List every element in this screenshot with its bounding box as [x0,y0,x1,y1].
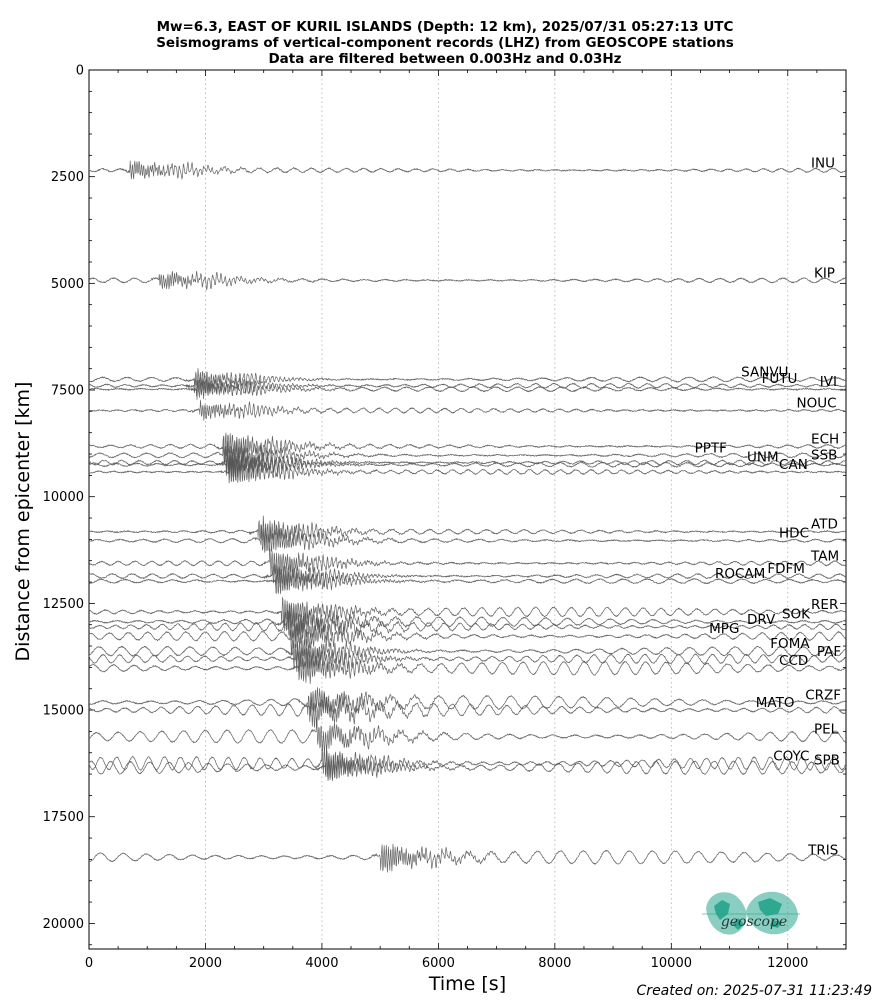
y-tick-label: 15000 [43,704,84,719]
x-tick-label: 6000 [422,956,455,971]
x-tick-label: 8000 [538,956,571,971]
chart-title-line-3: Data are filtered between 0.003Hz and 0.… [268,51,621,67]
trace-ech [88,432,847,462]
chart-title-line-2: Seismograms of vertical-component record… [156,35,734,51]
station-label-rocam: ROCAM [715,566,765,582]
station-label-fdfm: FDFM [767,561,805,577]
trace-rer [88,597,846,628]
station-label-inu: INU [811,155,835,171]
trace-drv [88,610,847,641]
x-tick-label: 12000 [767,956,808,971]
trace-sok [88,605,847,635]
station-label-sanvu: SANVU [741,364,788,380]
trace-paf [88,645,846,673]
trace-ccd [88,655,847,684]
trace-futu [88,376,847,397]
station-label-can: CAN [779,457,808,473]
x-axis-label: Time [s] [428,973,506,995]
trace-tris [88,843,846,873]
trace-spb [88,750,847,782]
trace-nouc [88,399,847,421]
trace-crzf [88,687,846,723]
trace-tam [88,548,847,577]
station-label-nouc: NOUC [797,396,837,412]
station-label-pptf: PPTF [695,440,727,456]
y-tick-label: 7500 [51,384,84,399]
station-label-rer: RER [811,597,838,613]
y-tick-label: 10000 [43,490,84,505]
station-label-ssb: SSB [811,448,837,464]
y-tick-label: 0 [76,64,84,79]
trace-sanvu [88,368,847,388]
created-timestamp: Created on: 2025-07-31 11:23:49 [637,983,873,999]
station-label-mpg: MPG [709,621,739,637]
logo-wordmark: geoscope [721,914,787,930]
trace-inu [88,160,847,180]
y-tick-label: 12500 [43,597,84,612]
y-tick-label: 5000 [51,277,84,292]
x-tick-label: 0 [85,956,93,971]
station-label-drv: DRV [747,612,776,628]
trace-unm [88,451,847,478]
station-label-ech: ECH [811,431,839,447]
y-axis-label: Distance from epicenter [km] [12,382,34,662]
trace-pptf [88,438,847,471]
trace-pel [88,717,847,752]
station-label-paf: PAF [817,644,841,660]
grid-layer: 0 2000 4000 6000 8000 10000 12000 0 2500 5000 7500… [12,64,847,995]
station-label-hdc: HDC [779,526,809,542]
trace-foma [88,634,847,669]
y-tick-label: 17500 [43,810,84,825]
plot-frame [88,69,847,950]
trace-rocam [88,568,847,594]
x-tick-label: 2000 [189,956,222,971]
station-label-mato: MATO [756,695,795,711]
station-label-pel: PEL [814,722,839,738]
station-label-spb: SPB [814,753,840,769]
logo-continents [714,898,782,930]
station-label-coyc: COYC [773,748,809,764]
trace-hdc [88,525,846,553]
trace-can [88,455,846,484]
x-tick-label: 10000 [651,956,692,971]
station-label-kip: KIP [814,265,835,281]
trace-mpg [88,620,846,656]
trace-coyc [88,745,847,779]
y-tick-label: 2500 [51,170,84,185]
trace-mato [88,692,847,728]
station-label-crzf: CRZF [805,687,841,703]
station-label-tam: TAM [810,548,839,564]
trace-ssb [88,446,847,478]
x-tick-label: 4000 [305,956,338,971]
trace-layer [88,160,847,873]
station-label-atd: ATD [811,517,838,533]
trace-ivi [88,380,847,400]
y-tick-label: 20000 [43,917,84,932]
station-label-ccd: CCD [779,653,808,669]
station-label-ivi: IVI [820,374,837,390]
trace-fdfm [88,563,847,590]
station-label-unm: UNM [747,450,779,466]
station-label-foma: FOMA [770,636,810,652]
trace-atd [88,515,847,547]
trace-kip [88,270,847,291]
geoscope-logo: geoscope [702,891,800,935]
station-label-sok: SOK [782,607,811,623]
station-label-futu: FUTU [762,371,798,387]
chart-title-line-1: Mw=6.3, EAST OF KURIL ISLANDS (Depth: 12… [157,19,734,35]
station-label-tris: TRIS [807,842,838,858]
